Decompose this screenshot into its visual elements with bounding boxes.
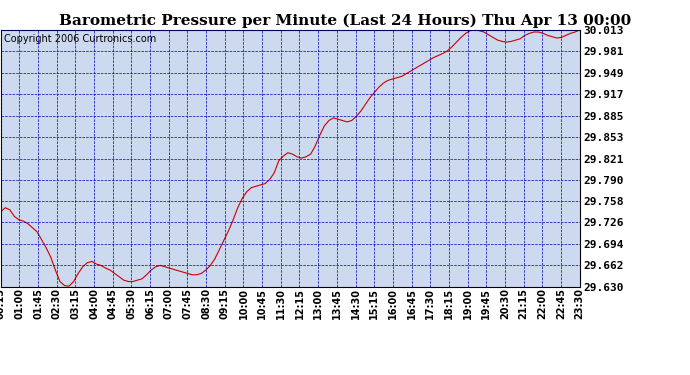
Text: Copyright 2006 Curtronics.com: Copyright 2006 Curtronics.com bbox=[3, 34, 156, 44]
Text: Barometric Pressure per Minute (Last 24 Hours) Thu Apr 13 00:00: Barometric Pressure per Minute (Last 24 … bbox=[59, 13, 631, 27]
